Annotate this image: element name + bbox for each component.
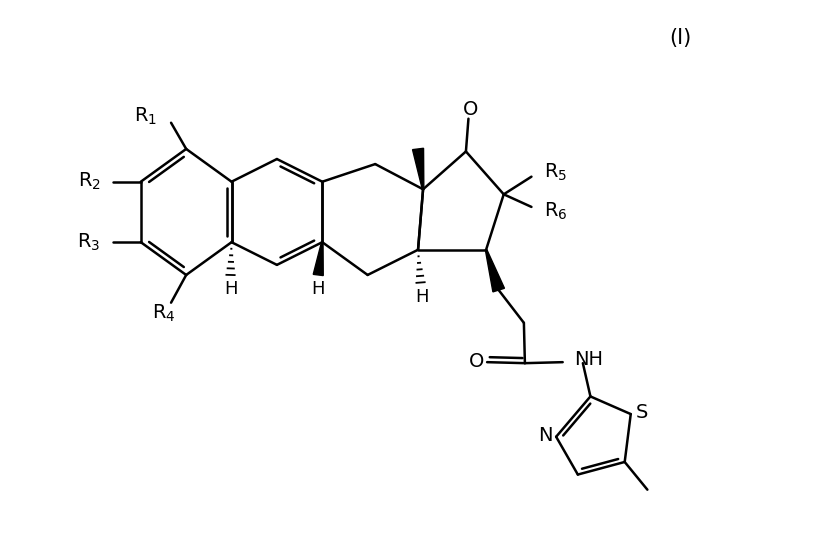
Text: H: H [311,280,325,298]
Text: NH: NH [574,349,603,368]
Text: R$_1$: R$_1$ [134,106,157,127]
Text: R$_2$: R$_2$ [78,171,101,193]
Text: S: S [636,403,648,422]
Text: R$_4$: R$_4$ [152,303,175,324]
Polygon shape [486,250,505,292]
Text: R$_6$: R$_6$ [544,200,567,222]
Text: H: H [415,288,429,306]
Text: O: O [469,352,485,371]
Text: N: N [538,426,553,445]
Text: O: O [463,100,478,119]
Text: R$_3$: R$_3$ [77,231,101,253]
Polygon shape [313,242,323,276]
Text: (I): (I) [669,28,691,48]
Text: H: H [224,280,237,298]
Text: R$_5$: R$_5$ [544,162,567,183]
Polygon shape [412,148,424,189]
